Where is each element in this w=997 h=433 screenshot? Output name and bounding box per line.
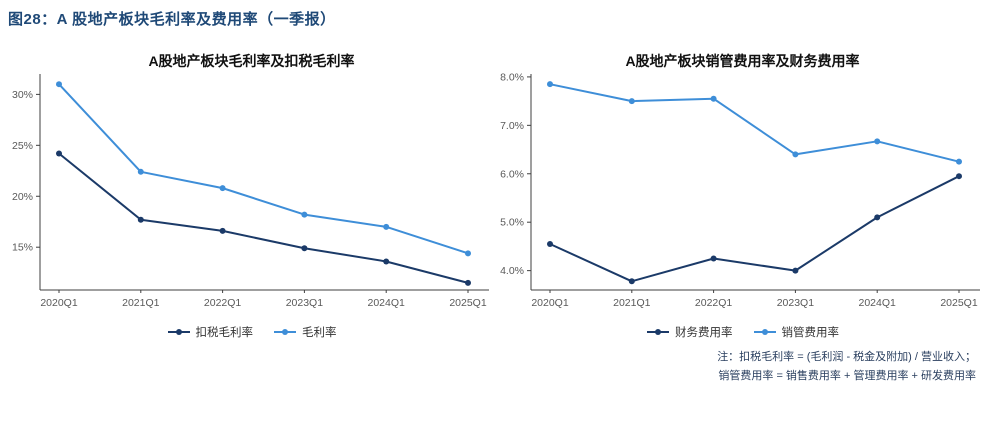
x-tick-label: 2020Q1 [40, 297, 78, 309]
chart-title-expense-ratio: A股地产板块销管费用率及财务费用率 [625, 53, 860, 69]
data-point [219, 227, 226, 234]
y-tick-label: 30% [12, 89, 33, 101]
data-point [874, 138, 881, 145]
data-point [547, 81, 553, 88]
series-line [549, 83, 960, 163]
legend-marker-icon [753, 329, 776, 335]
legend-gross-margin: 扣税毛利率 毛利率 [6, 322, 497, 342]
data-point [628, 98, 635, 105]
note-line-2: 销管费用率 = 销售费用率 + 管理费用率 + 研发费用率 [718, 370, 976, 382]
data-point [137, 216, 144, 223]
data-point [792, 151, 799, 158]
note-line-1: 注：扣税毛利率 = (毛利润 - 税金及附加) / 营业收入； [717, 351, 976, 363]
data-point [137, 168, 144, 175]
y-tick-label: 8.0% [500, 72, 524, 83]
legend-marker-icon [167, 329, 190, 335]
legend-dot [175, 329, 182, 335]
line-chart-expense-ratio: 4.0% 5.0% 6.0% 7.0% 8.0% 2020Q1 2021Q1 2022Q1 20… [500, 72, 980, 309]
data-point [56, 81, 62, 88]
line-chart-gross-margin: 15% 20% 25% 30% 2020Q1 2021Q1 2022Q1 2023Q1 2024… [12, 74, 489, 309]
chart-notes: 注：扣税毛利率 = (毛利润 - 税金及附加) / 营业收入； 销管费用率 = … [497, 348, 988, 386]
legend-label: 扣税毛利率 [195, 327, 254, 339]
x-tick-label: 2021Q1 [613, 297, 651, 309]
data-point [383, 223, 390, 230]
legend-marker-icon [647, 329, 669, 335]
data-point [301, 245, 308, 252]
series-line [58, 152, 469, 284]
data-point [465, 279, 471, 286]
chart-title-gross-margin: A股地产板块毛利率及扣税毛利率 [148, 53, 355, 69]
series-line [58, 83, 469, 255]
legend-item: 销管费用率 [753, 324, 840, 340]
x-tick-label: 2022Q1 [204, 297, 242, 309]
chart-card: A股地产板块毛利率及扣税毛利率 15% 20% 25% 30% 2020Q1 2021Q1… [6, 44, 990, 392]
data-point [547, 240, 553, 247]
legend-marker-icon [274, 329, 296, 335]
x-tick-label: 2024Q1 [368, 297, 406, 309]
y-tick-label: 4.0% [500, 265, 524, 277]
legend-item: 毛利率 [273, 324, 337, 340]
x-tick-label: 2021Q1 [122, 297, 160, 309]
data-point [56, 150, 62, 157]
data-point [465, 250, 471, 257]
x-tick-label: 2023Q1 [286, 297, 324, 309]
y-tick-label: 20% [12, 191, 33, 203]
legend-item: 财务费用率 [646, 324, 733, 340]
y-tick-label: 7.0% [500, 120, 524, 132]
x-tick-label: 2023Q1 [777, 297, 815, 309]
y-tick-label: 25% [12, 140, 33, 152]
y-tick-label: 6.0% [500, 168, 524, 180]
y-tick-label: 15% [12, 242, 33, 254]
series-line [549, 175, 960, 283]
figure-title: 图28：A 股地产板块毛利率及费用率（一季报） [8, 11, 336, 28]
data-point [710, 95, 717, 102]
legend-label: 毛利率 [302, 327, 337, 339]
data-point [710, 255, 717, 262]
legend-dot [282, 329, 288, 335]
data-point [301, 211, 308, 218]
x-tick-label: 2022Q1 [695, 297, 733, 309]
chart-block-expense-ratio: A股地产板块销管费用率及财务费用率 4.0% 5.0% 6.0% 7.0% 8.0% 20… [497, 44, 988, 392]
data-point [956, 173, 962, 180]
legend-dot [761, 329, 768, 335]
legend-expense-ratio: 财务费用率 销管费用率 [497, 322, 988, 342]
data-point [219, 185, 226, 192]
x-tick-label: 2025Q1 [940, 297, 978, 309]
x-tick-label: 2024Q1 [859, 297, 897, 309]
data-point [628, 278, 635, 285]
chart-block-gross-margin: A股地产板块毛利率及扣税毛利率 15% 20% 25% 30% 2020Q1 2021Q1… [6, 44, 497, 392]
legend-label: 财务费用率 [675, 327, 733, 339]
data-point [792, 267, 799, 274]
data-point [874, 214, 881, 221]
data-point [956, 158, 962, 165]
legend-label: 销管费用率 [781, 327, 840, 339]
data-point [383, 258, 390, 265]
x-tick-label: 2025Q1 [449, 297, 487, 309]
y-tick-label: 5.0% [500, 217, 524, 229]
x-tick-label: 2020Q1 [531, 297, 569, 309]
legend-dot [655, 329, 661, 335]
legend-item: 扣税毛利率 [167, 324, 254, 340]
